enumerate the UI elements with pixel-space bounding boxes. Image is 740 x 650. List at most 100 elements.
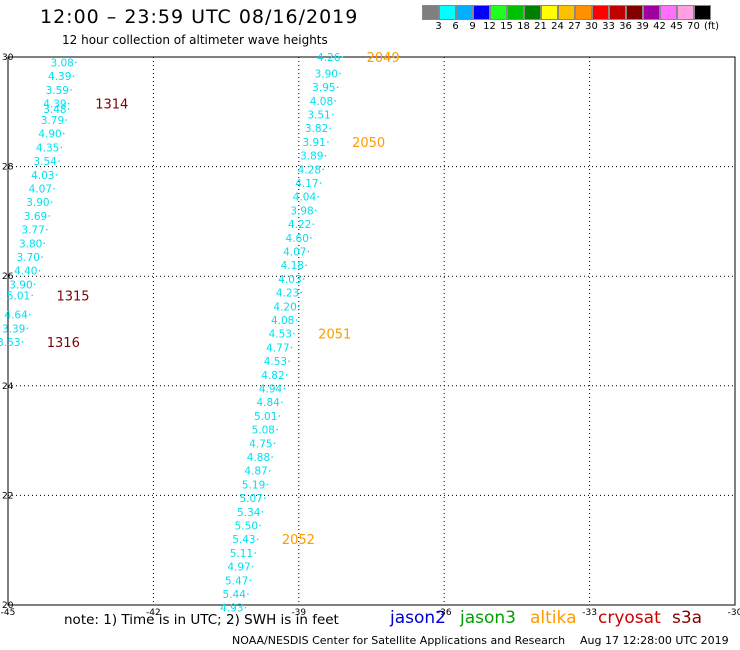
x-tick-label: -42: [146, 608, 161, 618]
wave-height-colorbar: [422, 5, 711, 20]
track-label: 2050: [352, 136, 385, 151]
data-point: [60, 146, 63, 149]
data-label: 5.01: [254, 411, 277, 423]
data-point: [55, 174, 58, 176]
data-label: 4.94: [259, 384, 283, 396]
data-point: [334, 100, 336, 102]
data-label: 3.08: [50, 57, 73, 69]
colorbar-label: 45: [670, 21, 683, 32]
data-label: 5.44: [223, 589, 247, 601]
data-point: [293, 332, 295, 335]
y-tick-label: 24: [2, 382, 14, 392]
data-point: [31, 294, 34, 297]
colorbar-swatch: [439, 5, 456, 20]
data-point: [314, 209, 317, 212]
data-point: [247, 593, 249, 595]
data-point: [259, 524, 261, 527]
data-point: [266, 483, 269, 486]
data-label: 4.22: [288, 219, 311, 231]
data-point: [26, 327, 29, 330]
data-label: 4.26: [317, 52, 341, 64]
data-point: [50, 201, 53, 204]
data-label: 4.35: [36, 142, 59, 154]
data-point: [58, 160, 60, 162]
track-label: 1315: [56, 289, 89, 304]
data-label: 3.89: [300, 151, 323, 163]
credit-text: NOAA/NESDIS Center for Satellite Applica…: [232, 634, 566, 647]
mission-label-jason2: jason2: [390, 608, 446, 628]
data-label: 4.07: [283, 247, 306, 259]
colorbar-label: 15: [500, 21, 513, 32]
data-point: [336, 86, 339, 88]
data-label: 5.01: [7, 290, 30, 302]
data-label: 4.82: [261, 370, 284, 382]
data-point: [283, 387, 286, 390]
data-label: 4.64: [4, 310, 28, 322]
x-tick-label: -33: [582, 608, 597, 618]
colorbar-label: 6: [452, 21, 459, 32]
data-label: 4.39: [43, 99, 66, 111]
colorbar-label: 42: [653, 21, 666, 32]
data-point: [341, 56, 344, 58]
colorbar-swatch: [456, 5, 473, 20]
data-label: 4.03: [278, 274, 301, 286]
colorbar-label: 36: [619, 21, 632, 32]
data-point: [75, 61, 77, 64]
data-label: 4.75: [249, 438, 272, 450]
data-point: [300, 291, 303, 294]
colorbar-label: 33: [602, 21, 615, 32]
colorbar-unit: (ft): [704, 21, 720, 32]
data-point: [307, 250, 310, 253]
colorbar-swatch: [626, 5, 643, 20]
data-label: 3.95: [312, 82, 335, 94]
data-point: [249, 579, 252, 582]
data-point: [298, 305, 300, 308]
data-label: 5.19: [242, 479, 265, 491]
x-tick-label: -39: [291, 608, 306, 618]
colorbar-swatch: [609, 5, 626, 20]
data-point: [41, 256, 43, 258]
data-point: [62, 132, 65, 135]
data-label: 3.48: [43, 104, 66, 116]
data-label: 4.23: [276, 288, 299, 300]
colorbar-swatch: [422, 5, 439, 20]
data-label: 4.39: [48, 71, 71, 83]
data-point: [254, 552, 256, 554]
data-label: 4.07: [29, 184, 52, 196]
data-point: [276, 428, 278, 431]
colorbar-swatch: [575, 5, 592, 20]
data-point: [339, 72, 341, 75]
data-label: 4.28: [298, 164, 321, 176]
data-label: 3.80: [19, 238, 42, 250]
data-point: [310, 237, 312, 239]
data-label: 4.93: [220, 603, 243, 615]
data-label: 5.34: [237, 507, 261, 519]
data-point: [67, 102, 70, 105]
data-label: 4.77: [266, 342, 289, 354]
data-label: 3.39: [2, 323, 25, 335]
y-tick-label: 28: [2, 163, 14, 173]
colorbar-swatch: [643, 5, 660, 20]
data-point: [53, 187, 55, 190]
data-point: [48, 215, 50, 217]
data-point: [324, 154, 327, 157]
data-point: [312, 223, 315, 225]
data-point: [38, 269, 41, 272]
data-point: [244, 606, 247, 609]
data-label: 3.79: [41, 115, 64, 127]
data-point: [317, 195, 319, 198]
data-label: 4.60: [286, 233, 309, 245]
plot-frame: [7, 56, 736, 606]
data-label: 4.97: [227, 562, 250, 574]
data-point: [327, 141, 329, 143]
data-label: 3.90: [9, 279, 32, 291]
colorbar-swatch: [558, 5, 575, 20]
data-label: 4.87: [244, 466, 267, 478]
data-label: 3.90: [26, 197, 49, 209]
data-point: [29, 313, 31, 316]
data-label: 3.70: [17, 252, 40, 264]
colorbar-label: 9: [469, 21, 476, 32]
data-label: 3.53: [0, 337, 21, 349]
data-label: 3.59: [46, 85, 69, 97]
